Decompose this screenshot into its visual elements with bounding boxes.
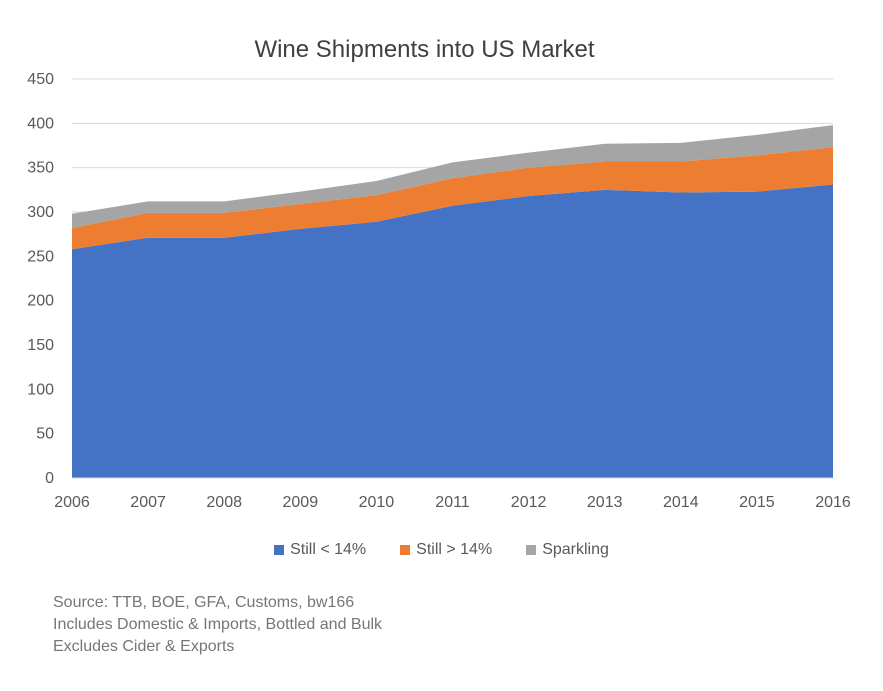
x-tick-label: 2006 xyxy=(54,494,90,511)
y-tick-label: 50 xyxy=(36,426,54,443)
y-tick-label: 200 xyxy=(27,293,54,310)
legend: Still < 14% Still > 14% Sparkling xyxy=(0,541,883,559)
x-tick-label: 2010 xyxy=(359,494,395,511)
x-tick-label: 2007 xyxy=(130,494,166,511)
x-tick-label: 2016 xyxy=(815,494,851,511)
area-series-1 xyxy=(72,147,833,250)
x-tick-label: 2008 xyxy=(206,494,242,511)
legend-swatch xyxy=(274,545,285,555)
y-tick-label: 350 xyxy=(27,160,54,177)
legend-item-sparkling: Sparkling xyxy=(526,541,609,559)
legend-label: Still < 14% xyxy=(290,541,367,558)
y-tick-label: 0 xyxy=(45,470,54,487)
chart-plot: 0 50 100 150 200 250 300 350 400 450 2006 2007 2008 2… xyxy=(27,71,851,511)
legend-label: Sparkling xyxy=(542,541,609,558)
x-tick-label: 2012 xyxy=(511,494,547,511)
x-tick-label: 2011 xyxy=(435,494,470,511)
note-line: Includes Domestic & Imports, Bottled and… xyxy=(53,616,383,633)
y-tick-label: 150 xyxy=(27,337,54,354)
legend-item-still-under-14: Still < 14% xyxy=(274,541,366,559)
note-line: Source: TTB, BOE, GFA, Customs, bw166 xyxy=(53,594,355,611)
x-tick-label: 2014 xyxy=(663,494,699,511)
area-series-2 xyxy=(72,125,833,228)
legend-label: Still > 14% xyxy=(416,541,493,558)
note-line: Excludes Cider & Exports xyxy=(53,638,235,655)
y-tick-label: 100 xyxy=(27,381,54,398)
chart-title: Wine Shipments into US Market xyxy=(254,36,595,63)
x-tick-label: 2013 xyxy=(587,494,623,511)
legend-item-still-over-14: Still > 14% xyxy=(400,541,492,559)
y-tick-label: 450 xyxy=(27,71,54,88)
y-tick-label: 400 xyxy=(27,115,54,132)
legend-swatch xyxy=(526,545,537,555)
y-tick-label: 250 xyxy=(27,248,54,265)
x-tick-label: 2015 xyxy=(739,494,775,511)
y-tick-label: 300 xyxy=(27,204,54,221)
source-notes: Source: TTB, BOE, GFA, Customs, bw166 In… xyxy=(53,592,382,658)
x-tick-label: 2009 xyxy=(283,494,319,511)
legend-swatch xyxy=(400,545,411,555)
area-series-0 xyxy=(72,184,833,478)
